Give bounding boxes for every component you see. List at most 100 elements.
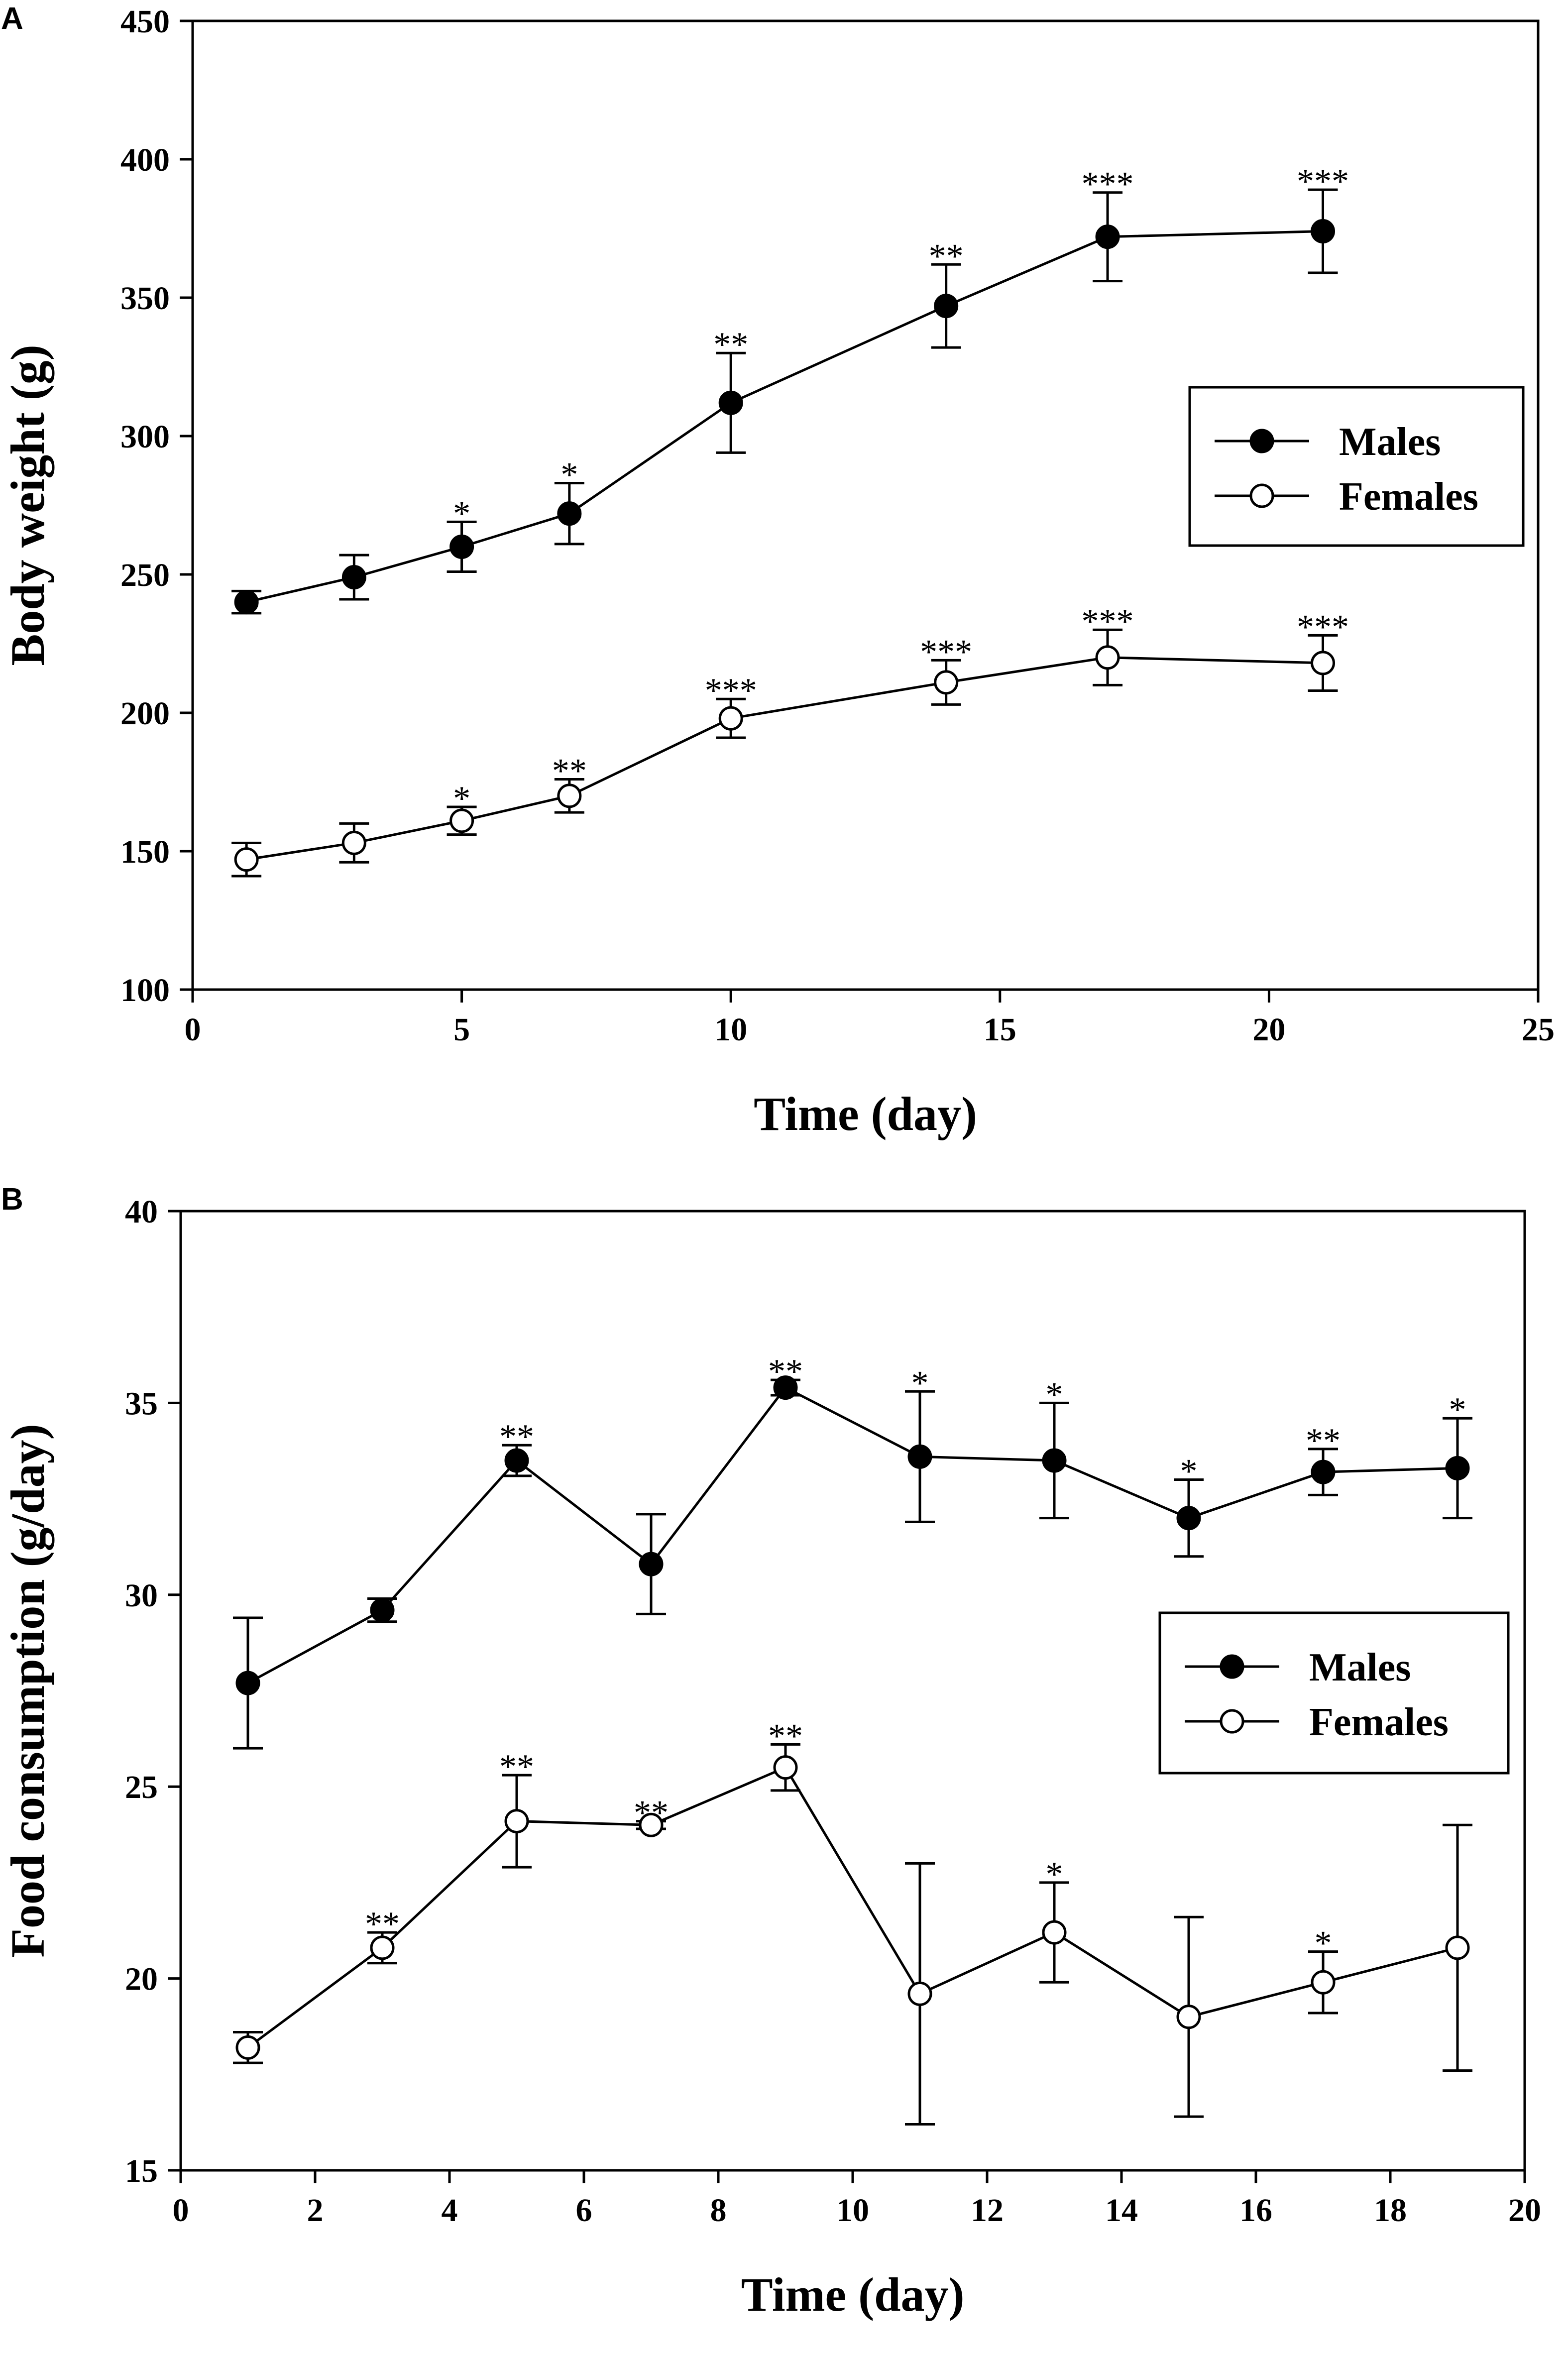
legend-females-marker xyxy=(1220,1709,1244,1734)
females-significance: * xyxy=(453,780,470,818)
x-tick-label: 15 xyxy=(984,1011,1016,1048)
males-point xyxy=(341,565,366,590)
females-significance: ** xyxy=(634,1794,669,1832)
females-point xyxy=(1176,2005,1201,2029)
y-tick-label: 35 xyxy=(125,1385,158,1422)
females-line xyxy=(247,1766,1458,2049)
x-tick-label: 14 xyxy=(1105,2192,1138,2229)
x-tick-label: 4 xyxy=(442,2192,458,2229)
x-tick-label: 20 xyxy=(1252,1011,1285,1048)
legend-females-label: Females xyxy=(1339,475,1478,519)
x-tick-label: 8 xyxy=(710,2192,727,2229)
y-tick-label: 25 xyxy=(125,1769,158,1805)
males-significance: * xyxy=(1180,1453,1198,1491)
females-point xyxy=(1042,1920,1067,1945)
males-point xyxy=(1095,224,1120,249)
legend-males-marker xyxy=(1249,429,1274,453)
females-point xyxy=(1095,645,1120,670)
females-point xyxy=(773,1755,798,1780)
males-point xyxy=(1311,1459,1336,1484)
females-point xyxy=(449,808,474,833)
males-point xyxy=(934,294,959,319)
males-point xyxy=(907,1444,932,1469)
males-significance: ** xyxy=(713,326,748,364)
males-significance: ** xyxy=(929,237,964,275)
legend-females-label: Females xyxy=(1309,1700,1449,1744)
panel-letter: A xyxy=(1,1,23,36)
legend-females-marker xyxy=(1249,483,1274,508)
males-significance: ** xyxy=(499,1418,534,1456)
females-point xyxy=(639,1812,664,1837)
x-tick-label: 6 xyxy=(576,2192,592,2229)
y-tick-label: 450 xyxy=(120,3,170,40)
panel-a-body-weight: A 0 5 10 15 20 25 100 150 200 250 300 350 400 450 Time… xyxy=(1,1,1555,1140)
plot-frame xyxy=(191,19,1540,991)
females-line xyxy=(246,656,1323,861)
females-significance: * xyxy=(1046,1855,1063,1894)
males-point xyxy=(1042,1448,1067,1473)
males-point xyxy=(234,590,259,615)
males-point xyxy=(639,1552,664,1576)
y-tick-label: 150 xyxy=(120,834,170,870)
x-axis-title: Time (day) xyxy=(741,2268,965,2321)
females-point xyxy=(934,670,959,695)
females-significance: *** xyxy=(1082,602,1134,641)
y-tick-label: 40 xyxy=(125,1194,158,1230)
females-significance: ** xyxy=(552,752,587,790)
females-significance: *** xyxy=(705,672,757,710)
females-point xyxy=(370,1935,395,1960)
males-significance: ** xyxy=(768,1352,803,1391)
males-significance: * xyxy=(1449,1391,1466,1429)
females-point xyxy=(341,830,366,855)
x-axis-title: Time (day) xyxy=(754,1087,977,1140)
x-tick-label: 0 xyxy=(185,1011,201,1048)
males-point xyxy=(235,1671,260,1695)
y-tick-label: 300 xyxy=(120,419,170,455)
males-significance: *** xyxy=(1297,162,1349,201)
y-tick-label: 30 xyxy=(125,1577,158,1614)
panel-letter: B xyxy=(1,1182,23,1217)
females-point xyxy=(1311,651,1336,675)
males-significance: ** xyxy=(1306,1422,1341,1460)
legend-males-label: Males xyxy=(1309,1646,1411,1689)
y-tick-label: 350 xyxy=(120,280,170,317)
males-line xyxy=(247,1386,1458,1684)
females-significance: ** xyxy=(768,1717,803,1755)
females-point xyxy=(907,1981,932,2006)
males-point xyxy=(370,1598,395,1623)
males-significance: * xyxy=(911,1364,929,1402)
males-point xyxy=(1445,1456,1470,1480)
y-tick-label: 20 xyxy=(125,1961,158,1998)
females-point xyxy=(234,847,259,872)
males-point xyxy=(1311,219,1336,244)
females-point xyxy=(504,1809,529,1834)
females-point xyxy=(557,784,582,808)
x-tick-label: 20 xyxy=(1508,2192,1541,2229)
x-tick-label: 0 xyxy=(173,2192,189,2229)
females-point xyxy=(235,2035,260,2060)
males-line xyxy=(246,230,1323,604)
females-point xyxy=(1445,1935,1470,1960)
females-significance: * xyxy=(1315,1924,1332,1963)
females-significance: *** xyxy=(1297,608,1349,646)
males-point xyxy=(718,390,743,415)
males-point xyxy=(1176,1506,1201,1531)
males-point xyxy=(504,1448,529,1473)
males-point xyxy=(773,1375,798,1400)
females-point xyxy=(1311,1970,1336,1995)
legend-males-label: Males xyxy=(1339,420,1441,464)
y-axis-title: Food consumption (g/day) xyxy=(1,1424,54,1957)
females-significance: ** xyxy=(365,1905,400,1943)
panel-b-food-consumption: B 0 2 4 6 8 10 12 14 16 18 20 15 20 25 30 35 40 Time (day… xyxy=(1,1182,1541,2321)
females-point xyxy=(718,706,743,731)
y-tick-label: 15 xyxy=(125,2153,158,2189)
x-tick-label: 10 xyxy=(836,2192,869,2229)
y-axis-title: Body weight (g) xyxy=(1,344,54,666)
x-tick-label: 12 xyxy=(971,2192,1004,2229)
legend-males-marker xyxy=(1220,1654,1244,1679)
y-tick-label: 100 xyxy=(120,972,170,1009)
x-tick-label: 2 xyxy=(307,2192,324,2229)
males-significance: * xyxy=(560,456,578,494)
legend-box xyxy=(1158,1611,1510,1775)
